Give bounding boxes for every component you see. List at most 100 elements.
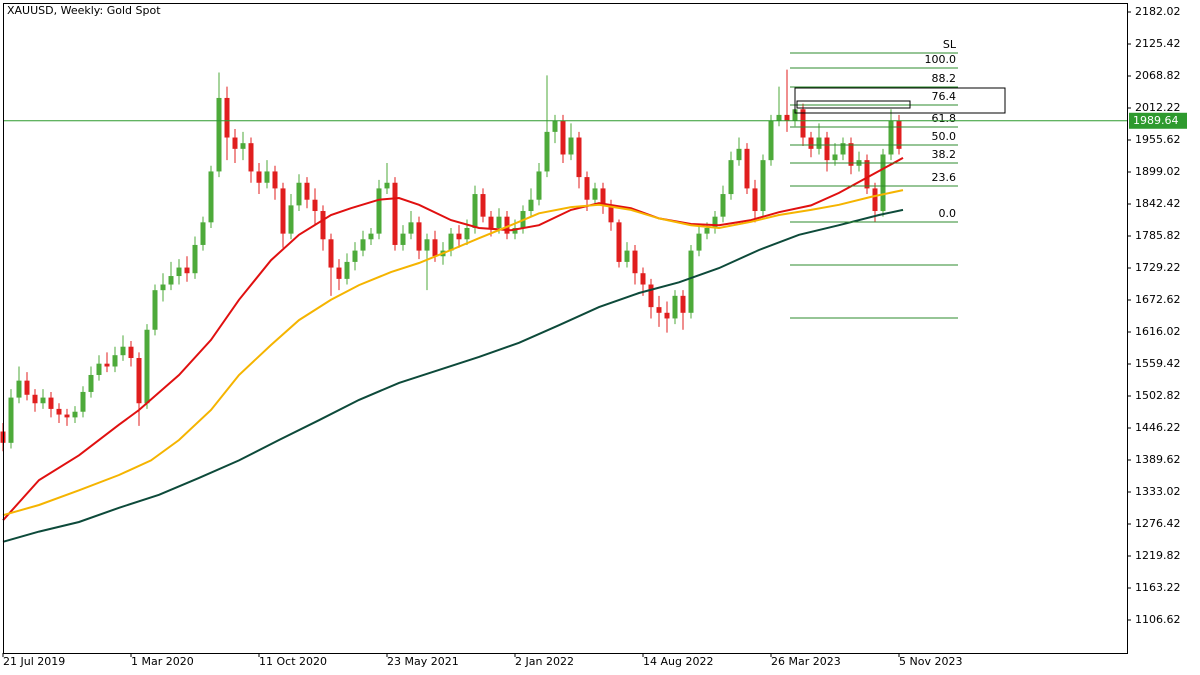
y-tick-label: 1842.42 [1135, 197, 1181, 210]
candle-body [544, 131, 550, 172]
y-tick-label: 1559.42 [1135, 357, 1181, 370]
y-tick-label: 1672.62 [1135, 293, 1181, 306]
candle-body [352, 250, 358, 262]
candle-body [792, 109, 798, 121]
fib-label: 61.8 [932, 112, 957, 125]
candle-body [584, 177, 590, 200]
candle-body [232, 137, 238, 149]
candle-body [816, 137, 822, 149]
candle-body [832, 154, 838, 161]
candle-body [600, 188, 606, 206]
candle-body [560, 120, 566, 155]
candle-body [736, 148, 742, 161]
candle-body [80, 391, 86, 412]
candle-body [304, 182, 310, 200]
candle-body [456, 233, 462, 240]
candle-body [448, 233, 454, 251]
price-label-box [1129, 112, 1187, 129]
candle-body [488, 216, 494, 228]
candle-body [880, 154, 886, 212]
candle-body [768, 120, 774, 161]
candle-body [368, 233, 374, 240]
y-tick-label: 1955.62 [1135, 133, 1181, 146]
candle-body [272, 171, 278, 189]
candle-body [392, 182, 398, 245]
candle-body [888, 120, 894, 155]
candle-body [168, 276, 174, 285]
candle-body [688, 250, 694, 313]
candle-body [16, 380, 22, 398]
x-tick-label: 5 Nov 2023 [899, 655, 962, 668]
candle-body [864, 160, 870, 189]
y-tick-label: 1276.42 [1135, 517, 1181, 530]
candle-body [408, 222, 414, 234]
candle-body [248, 143, 254, 172]
candle-body [536, 171, 542, 200]
candle-body [400, 233, 406, 245]
candle-body [744, 148, 750, 189]
fib-label: 50.0 [932, 130, 957, 143]
x-tick-label: 21 Jul 2019 [3, 655, 65, 668]
candle-body [48, 397, 54, 409]
candle-body [296, 182, 302, 206]
candle-body [176, 267, 182, 277]
zone-box [794, 87, 1006, 114]
candle-body [240, 143, 246, 149]
candle-body [752, 188, 758, 212]
plot-frame [3, 3, 1128, 654]
y-tick-label: 1899.02 [1135, 165, 1181, 178]
candle-body [840, 143, 846, 155]
y-tick-label: 2125.42 [1135, 37, 1181, 50]
candle-body [704, 227, 710, 234]
candle-body [256, 171, 262, 183]
x-tick-label: 26 Mar 2023 [771, 655, 841, 668]
candle-body [280, 188, 286, 234]
candle-body [664, 312, 670, 319]
candle-body [648, 284, 654, 308]
fib-label: 100.0 [925, 53, 957, 66]
fib-label: 38.2 [932, 148, 957, 161]
candle-body [592, 188, 598, 200]
candle-body [200, 222, 206, 245]
x-tick-label: 1 Mar 2020 [131, 655, 194, 668]
candle-body [640, 273, 646, 285]
candle-body [320, 211, 326, 240]
candle-body [480, 194, 486, 217]
candle-body [64, 414, 70, 418]
plot-area: SL 100.0 88.2 76.4 61.8 50.0 38.2 23.6 0.0 [0, 38, 1127, 543]
candle-body [608, 205, 614, 223]
candle-body [184, 267, 190, 274]
candle-body [40, 397, 46, 404]
y-tick-label: 1106.62 [1135, 613, 1181, 626]
candle-body [24, 380, 30, 395]
x-tick-label: 11 Oct 2020 [259, 655, 327, 668]
candle-body [112, 355, 118, 367]
candle-body [720, 194, 726, 217]
candle-body [872, 188, 878, 212]
y-tick-label: 1616.02 [1135, 325, 1181, 338]
candle-body [360, 239, 366, 251]
candle-body [56, 408, 62, 415]
candle-body [312, 199, 318, 212]
candle-body [136, 358, 142, 404]
candle-body [376, 188, 382, 234]
candle-body [848, 143, 854, 166]
candle-body [328, 239, 334, 268]
y-tick-label: 1446.22 [1135, 421, 1181, 434]
candle-body [152, 290, 158, 330]
y-tick-label: 2012.22 [1135, 101, 1181, 114]
y-tick-label: 1785.82 [1135, 229, 1181, 242]
moving-average-line [2, 189, 904, 517]
candle-body [216, 97, 222, 172]
y-tick-label: 1729.22 [1135, 261, 1181, 274]
candle-body [656, 307, 662, 313]
candle-body [336, 267, 342, 279]
candle-body [264, 171, 270, 183]
price-label: 1989.64 [1133, 114, 1179, 127]
candle-body [616, 222, 622, 262]
candle-body [472, 194, 478, 228]
candle-body [8, 397, 14, 443]
y-tick-label: 1502.82 [1135, 389, 1181, 402]
candle-body [504, 216, 510, 234]
